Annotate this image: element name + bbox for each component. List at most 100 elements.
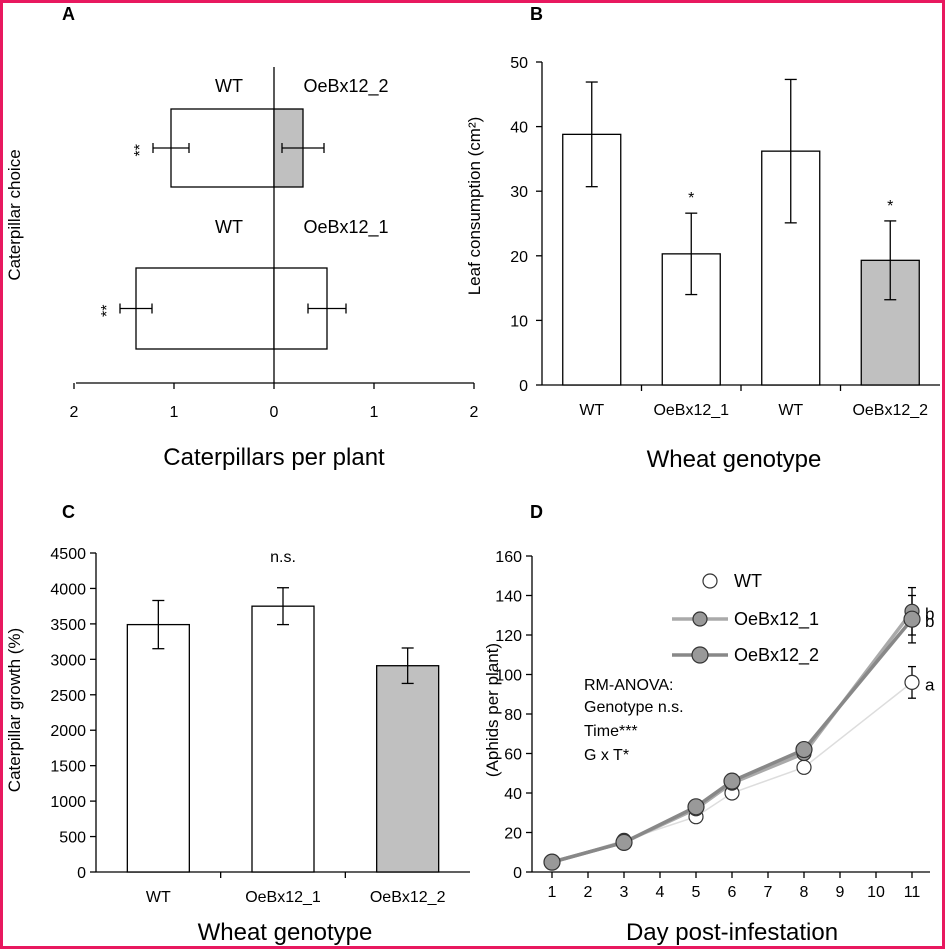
x-tick-label: 3 <box>620 884 629 901</box>
significance-marker: * <box>887 198 893 215</box>
y-tick-label: 3000 <box>50 652 86 669</box>
x-tick-label: 5 <box>692 884 701 901</box>
significance-marker: * <box>688 190 694 207</box>
x-tick-label: 1 <box>170 404 179 421</box>
legend-label: OeBx12_1 <box>734 609 819 630</box>
y-tick-label: 0 <box>519 378 528 395</box>
data-point <box>723 772 741 790</box>
y-tick-label: 30 <box>510 184 528 201</box>
x-axis-title: Wheat genotype <box>647 446 822 473</box>
pair-left-label: WT <box>215 217 243 237</box>
panel-letter-d: D <box>530 502 543 522</box>
x-tick-label: OeBx12_1 <box>245 889 321 906</box>
anova-annotation-line: Genotype n.s. <box>584 699 684 716</box>
panel-d-chart: 0 20 40 60 80 100 120 140 160 1 2 3 4 5 6 7 8 9 10 11 Day po… <box>483 549 935 946</box>
x-tick-label: 1 <box>370 404 379 421</box>
y-tick-label: 0 <box>77 865 86 882</box>
y-tick-label: 60 <box>504 747 522 764</box>
x-axis-title: Day post-infestation <box>626 919 838 946</box>
anova-annotation-line: Time*** <box>584 723 638 740</box>
panel-letter-a: A <box>62 4 75 24</box>
x-tick-label: 6 <box>728 884 737 901</box>
x-tick-label: 9 <box>836 884 845 901</box>
legend-marker <box>691 646 709 664</box>
y-tick-label: 120 <box>495 628 522 645</box>
data-point <box>795 740 813 759</box>
data-point <box>543 853 561 871</box>
y-tick-label: 2500 <box>50 688 86 705</box>
y-tick-label: 500 <box>59 830 86 847</box>
x-tick-label: 10 <box>867 884 885 901</box>
series-line <box>551 618 914 864</box>
y-tick-label: 40 <box>510 120 528 137</box>
y-tick-label: 1500 <box>50 759 86 776</box>
y-tick-label: 160 <box>495 549 522 566</box>
bar <box>761 150 821 386</box>
data-point <box>687 798 705 816</box>
y-tick-label: 1000 <box>50 794 86 811</box>
pair-left-label: WT <box>215 76 243 96</box>
legend-marker <box>702 573 718 589</box>
y-tick-label: 4500 <box>50 546 86 563</box>
x-tick-label: OeBx12_2 <box>370 889 446 906</box>
data-point <box>903 610 921 628</box>
x-tick-label: 0 <box>270 404 279 421</box>
bar <box>126 623 190 873</box>
y-axis-title: Caterpillar choice <box>5 149 24 280</box>
data-point <box>615 833 633 851</box>
significance-letter: b <box>925 604 934 623</box>
anova-annotation-line: G x T* <box>584 747 629 764</box>
pair-right-label: OeBx12_1 <box>303 217 388 238</box>
y-tick-label: 40 <box>504 786 522 803</box>
significance-letter: b <box>925 612 934 631</box>
data-point <box>904 674 920 691</box>
y-tick-label: 50 <box>510 55 528 72</box>
x-tick-label: WT <box>579 402 604 419</box>
significance-marker: ** <box>132 144 149 156</box>
legend-marker <box>692 611 708 627</box>
panel-b-chart: 0 10 20 30 40 50 WT * OeBx12_1 WT * OeBx12_2 Wheat g… <box>465 55 940 473</box>
y-tick-label: 20 <box>504 826 522 843</box>
x-tick-label: OeBx12_2 <box>852 402 928 419</box>
panel-letter-c: C <box>62 502 75 522</box>
legend-label: OeBx12_2 <box>734 645 819 666</box>
x-tick-label: OeBx12_1 <box>653 402 729 419</box>
data-point <box>796 759 812 775</box>
y-tick-label: 20 <box>510 249 528 266</box>
x-tick-label: WT <box>778 402 803 419</box>
x-tick-label: 7 <box>764 884 773 901</box>
panel-a-chart: 2 1 0 1 2 Caterpillars per plant Caterpillar c… <box>5 67 479 471</box>
bar <box>251 605 315 873</box>
y-tick-label: 2000 <box>50 723 86 740</box>
bar <box>376 665 440 873</box>
y-tick-label: 4000 <box>50 581 86 598</box>
anova-annotation-line: RM-ANOVA: <box>584 677 673 694</box>
x-tick-label: 1 <box>548 884 557 901</box>
y-tick-label: 3500 <box>50 617 86 634</box>
annotation-ns: n.s. <box>270 549 296 566</box>
y-tick-label: 0 <box>513 865 522 882</box>
x-tick-label: 11 <box>904 884 921 901</box>
legend-label: WT <box>734 571 762 591</box>
x-tick-label: WT <box>146 889 171 906</box>
x-tick-label: 4 <box>656 884 665 901</box>
significance-letter: a <box>925 675 935 694</box>
panel-c-chart: 0 500 1000 1500 2000 2500 3000 3500 4000 4500 WT Oe… <box>5 546 470 946</box>
x-axis-title: Wheat genotype <box>198 919 373 946</box>
bar-left <box>135 267 275 350</box>
x-tick-label: 2 <box>584 884 593 901</box>
significance-marker: ** <box>99 305 116 317</box>
y-axis-title: Caterpillar growth (%) <box>5 628 24 792</box>
pair-right-label: OeBx12_2 <box>303 76 388 97</box>
y-axis-title: Leaf consumption (cm²) <box>465 117 484 296</box>
y-axis-title: (Aphids per plant) <box>483 643 502 777</box>
bar <box>860 259 920 386</box>
x-tick-label: 2 <box>470 404 479 421</box>
x-tick-label: 8 <box>800 884 809 901</box>
y-tick-label: 100 <box>495 668 522 685</box>
x-axis-title: Caterpillars per plant <box>163 444 385 471</box>
y-tick-label: 140 <box>495 589 522 606</box>
panel-letter-b: B <box>530 4 543 24</box>
x-tick-label: 2 <box>70 404 79 421</box>
